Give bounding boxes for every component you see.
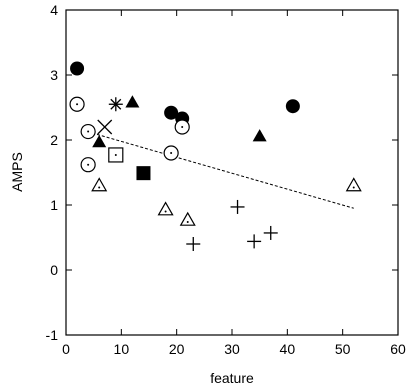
- data-point-filled-circle: [285, 99, 300, 114]
- marker-dot: [87, 163, 90, 166]
- data-point-asterisk: [108, 97, 123, 112]
- x-tick-label: 60: [390, 341, 406, 357]
- marker-dot: [76, 103, 79, 106]
- marker-dot: [352, 186, 355, 189]
- marker-shape: [136, 166, 151, 181]
- x-tick-label: 30: [224, 341, 240, 357]
- data-point-open-triangle-dot: [157, 201, 174, 216]
- y-axis-label: AMPS: [9, 152, 25, 192]
- x-tick-label: 20: [169, 341, 185, 357]
- x-axis-ticks: 0 10 20 30 40 50 60: [62, 10, 406, 357]
- marker-dot: [114, 153, 117, 156]
- marker-dot: [170, 152, 173, 154]
- y-tick-label: 3: [50, 67, 58, 83]
- data-point-open-circle-dot: [163, 145, 179, 161]
- data-point-open-triangle-dot: [345, 177, 362, 192]
- x-tick-label: 0: [62, 341, 70, 357]
- trendline: [82, 129, 354, 209]
- y-tick-label: -1: [46, 327, 59, 343]
- marker-shape: [125, 95, 140, 108]
- y-tick-label: 4: [50, 2, 58, 18]
- data-point-open-circle-dot: [80, 157, 96, 173]
- marker-dot: [164, 210, 167, 213]
- marker-shape: [92, 134, 107, 148]
- marker-shape: [345, 177, 362, 192]
- data-point-filled-square: [136, 166, 151, 181]
- marker-dot: [98, 186, 101, 189]
- marker-dot: [186, 220, 189, 223]
- x-tick-label: 10: [114, 341, 130, 357]
- marker-shape: [157, 201, 174, 216]
- data-point-filled-triangle: [125, 95, 140, 108]
- marker-dot: [181, 126, 184, 128]
- data-point-open-circle-dot: [174, 119, 190, 135]
- x-tick-label: 50: [335, 341, 351, 357]
- y-tick-label: 0: [50, 262, 58, 278]
- data-point-open-circle-dot: [69, 96, 85, 112]
- marker-shape: [252, 129, 267, 142]
- data-point-plus: [230, 199, 245, 214]
- data-point-plus: [247, 234, 262, 249]
- data-point-open-circle-dot: [80, 123, 96, 140]
- y-tick-label: 1: [50, 197, 58, 213]
- data-point-plus: [263, 225, 278, 240]
- data-point-open-triangle-dot: [91, 177, 108, 192]
- x-axis-label: feature: [210, 370, 254, 386]
- data-point-filled-triangle: [252, 129, 267, 142]
- marker-shape: [164, 105, 179, 120]
- x-tick-label: 40: [280, 341, 296, 357]
- marker-shape: [179, 211, 196, 226]
- marker-dot: [87, 130, 90, 133]
- y-tick-label: 2: [50, 132, 58, 148]
- data-point-plus: [186, 237, 201, 251]
- marker-shape: [70, 61, 85, 76]
- marker-stroke: [97, 119, 113, 135]
- plot-frame: [65, 9, 399, 336]
- data-point-filled-circle: [70, 61, 85, 76]
- trendline-group: [82, 129, 354, 209]
- data-point-open-triangle-dot: [179, 211, 196, 226]
- y-axis-ticks: -1 0 1 2 3 4: [46, 2, 398, 343]
- data-point-open-square-dot: [108, 147, 124, 163]
- data-point-filled-circle: [164, 105, 179, 120]
- data-point-x-cross: [97, 119, 113, 135]
- marker-stroke: [110, 98, 122, 110]
- marker-shape: [91, 177, 108, 192]
- data-points: [69, 61, 362, 251]
- data-point-filled-triangle: [92, 134, 107, 148]
- marker-shape: [285, 99, 300, 114]
